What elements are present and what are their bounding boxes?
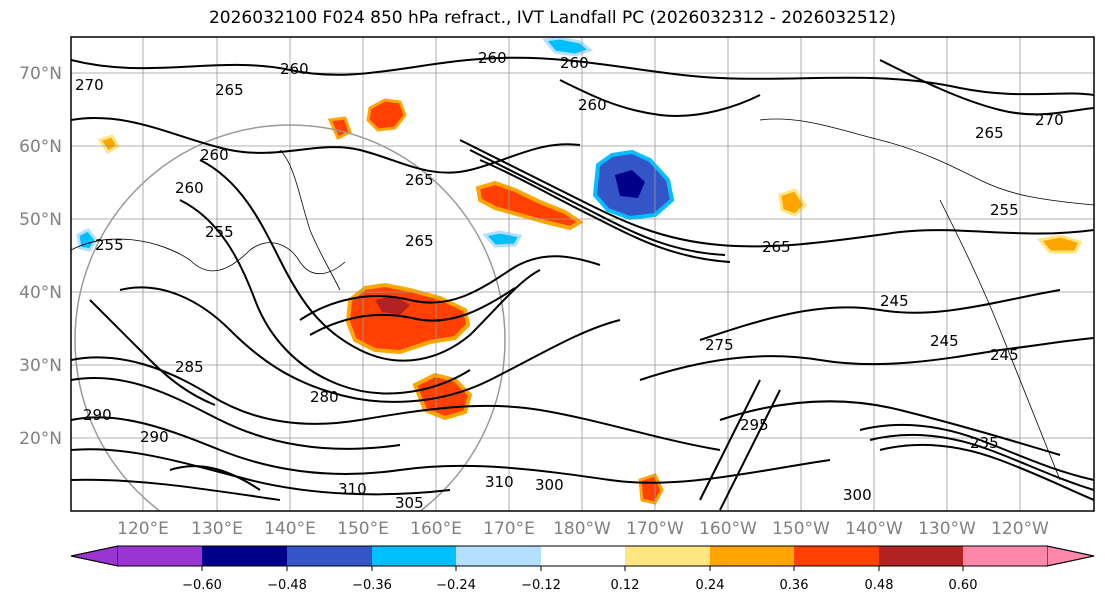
lon-label: 140°W (845, 519, 903, 539)
refractivity-contours (71, 56, 1094, 511)
colorbar-tick-label: 0.12 (611, 578, 640, 593)
lon-label: 160°W (699, 519, 757, 539)
colorbar-segment (202, 546, 287, 566)
lon-label: 160°E (410, 519, 462, 539)
colorbar-tick-label: −0.24 (436, 578, 476, 593)
contour-label: 260 (578, 96, 607, 114)
contour-label: 270 (75, 76, 104, 94)
positive-anomaly-blob (778, 188, 807, 217)
contour-label: 265 (975, 124, 1004, 142)
longitude-labels: 120°E 130°E 140°E 150°E 160°E 170°E 180°… (117, 519, 1049, 539)
contour-label: 265 (405, 171, 434, 189)
map-title: 2026032100 F024 850 hPa refract., IVT La… (208, 8, 896, 28)
contour-label: 300 (843, 486, 872, 504)
colorbar-tick-label: 0.60 (949, 578, 978, 593)
contour-label: 260 (560, 54, 589, 72)
colorbar-tick-labels: −0.60 −0.48 −0.36 −0.24 −0.12 0.12 0.24 … (182, 578, 977, 593)
lat-label: 60°N (19, 137, 62, 157)
lat-label: 70°N (19, 64, 62, 84)
contour-label: 255 (95, 236, 124, 254)
lon-label: 170°E (483, 519, 535, 539)
contour-label: 265 (405, 232, 434, 250)
colorbar-segment (541, 546, 625, 566)
lon-label: 180°W (553, 519, 611, 539)
lon-label: 130°W (918, 519, 976, 539)
lon-label: 170°W (626, 519, 684, 539)
colorbar-segment (287, 546, 372, 566)
colorbar: −0.60 −0.48 −0.36 −0.24 −0.12 0.12 0.24 … (70, 545, 1095, 593)
positive-anomaly-blob (475, 180, 584, 231)
lat-label: 40°N (19, 283, 62, 303)
contour-label: 255 (990, 201, 1019, 219)
positive-anomaly-blob (366, 98, 407, 132)
contour-label: 265 (762, 238, 791, 256)
colorbar-tick-marks (201, 566, 964, 571)
map-content: 260 260 260 260 265 270 270 265 260 260 … (71, 37, 1094, 512)
contour-label: 245 (930, 332, 959, 350)
contour-label: 310 (338, 480, 367, 498)
map-frame (70, 36, 1095, 512)
contour-label: 260 (478, 49, 507, 67)
colorbar-segment (625, 546, 710, 566)
contour-label: 245 (880, 292, 909, 310)
colorbar-segment (456, 546, 541, 566)
colorbar-tick-label: −0.48 (267, 578, 307, 593)
colorbar-tick-label: −0.36 (352, 578, 392, 593)
contour-label: 275 (705, 336, 734, 354)
lat-label: 30°N (19, 356, 62, 376)
colorbar-outline (70, 545, 1095, 567)
map-background (71, 37, 1094, 511)
contour-label: 270 (1035, 111, 1064, 129)
lon-label: 130°E (191, 519, 243, 539)
lon-label: 150°W (772, 519, 830, 539)
lon-label: 120°W (991, 519, 1049, 539)
contour-label: 260 (280, 60, 309, 78)
landfall-region-circle (74, 124, 506, 511)
lon-label: 150°E (337, 519, 389, 539)
negative-anomaly-blob (482, 230, 523, 248)
colorbar-segment (372, 546, 456, 566)
colorbar-segment (794, 546, 879, 566)
latitude-labels: 70°N 60°N 50°N 40°N 30°N 20°N (19, 64, 62, 449)
lon-label: 140°E (264, 519, 316, 539)
colorbar-segment (963, 546, 1047, 566)
contour-label: 245 (990, 346, 1019, 364)
contour-label: 290 (140, 428, 169, 446)
colorbar-min-extend-arrow (70, 545, 119, 567)
contour-label: 260 (175, 179, 204, 197)
coastlines (71, 118, 1094, 481)
colorbar-tick-label: −0.12 (521, 578, 561, 593)
contour-label: 260 (200, 146, 229, 164)
positive-anomaly-core (375, 296, 410, 315)
positive-anomaly-blob (1037, 234, 1083, 254)
contour-label: 280 (310, 388, 339, 406)
contour-label: 290 (83, 406, 112, 424)
colorbar-tick-label: 0.48 (865, 578, 894, 593)
colorbar-segment (710, 546, 794, 566)
colorbar-segment (118, 546, 202, 566)
contour-label: 265 (215, 81, 244, 99)
contour-label: 310 (485, 473, 514, 491)
colorbar-tick-label: 0.36 (780, 578, 809, 593)
colorbar-segment (879, 546, 963, 566)
negative-anomaly-core (615, 170, 645, 198)
contour-label: 235 (970, 434, 999, 452)
contour-label: 285 (175, 358, 204, 376)
contour-label: 305 (395, 494, 424, 512)
negative-anomaly-blob (542, 37, 594, 57)
positive-anomaly-blob (327, 116, 352, 141)
contour-labels: 260 260 260 260 265 270 270 265 260 260 … (75, 49, 1064, 512)
graticule (71, 37, 1094, 511)
colorbar-tick-label: 0.24 (696, 578, 725, 593)
lon-label: 120°E (117, 519, 169, 539)
colorbar-max-extend-arrow (1046, 545, 1095, 567)
lat-label: 20°N (19, 429, 62, 449)
contour-label: 295 (740, 416, 769, 434)
contour-label: 255 (205, 223, 234, 241)
lat-label: 50°N (19, 210, 62, 230)
contour-label: 300 (535, 476, 564, 494)
colorbar-tick-label: −0.60 (182, 578, 222, 593)
